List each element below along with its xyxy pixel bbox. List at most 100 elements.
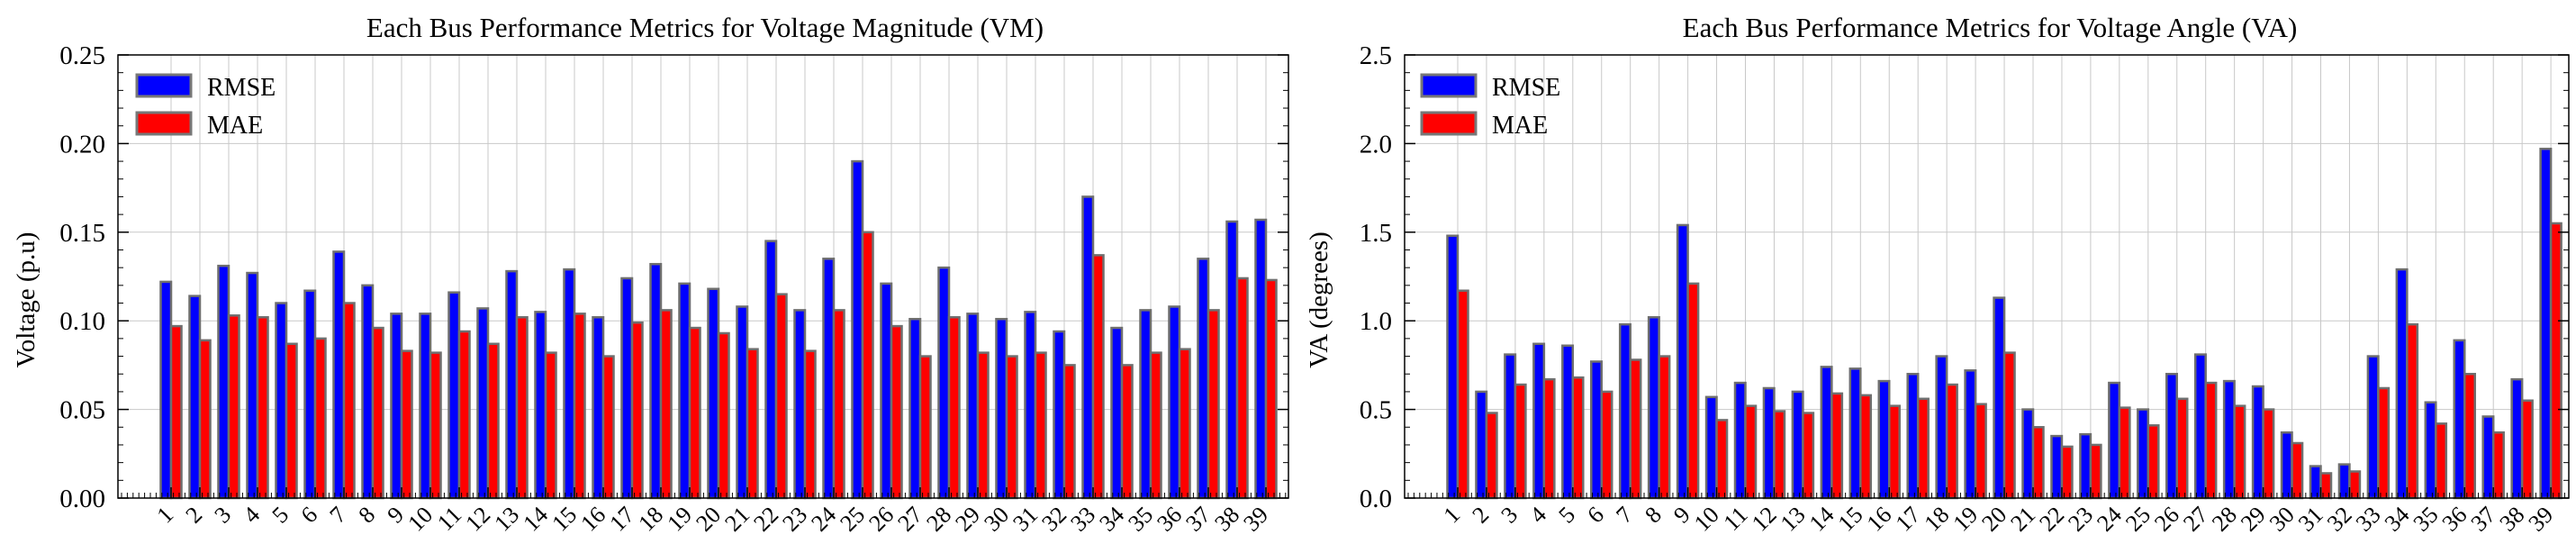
vm-bar-mae bbox=[947, 316, 961, 500]
va-bar-rmse bbox=[1561, 344, 1575, 500]
vm-bar-mae bbox=[1005, 355, 1018, 500]
va-bar-rmse bbox=[2050, 434, 2064, 500]
va-bar-rmse bbox=[2222, 379, 2236, 500]
va-bar-mae bbox=[2319, 472, 2333, 500]
va-bar-mae bbox=[2262, 408, 2275, 500]
vm-bar-mae bbox=[1091, 254, 1105, 500]
vm-bar-mae bbox=[1034, 351, 1047, 500]
va-bar-rmse bbox=[2395, 267, 2409, 500]
va-bar-rmse bbox=[1877, 379, 1891, 500]
vm-bar-rmse bbox=[1110, 326, 1124, 500]
va-chart-y-tick-labels: 0.0 0.5 1.0 1.5 2.0 2.5 bbox=[1360, 41, 1392, 513]
vm-bar-rmse bbox=[1053, 330, 1066, 500]
va-bar-mae bbox=[1744, 404, 1758, 500]
va-bar-mae bbox=[2175, 397, 2189, 500]
va-bar-mae bbox=[1916, 397, 1930, 500]
vm-bar-rmse bbox=[275, 302, 288, 500]
vm-bar-mae bbox=[976, 351, 990, 500]
va-bar-rmse bbox=[2079, 432, 2092, 500]
vm-bar-mae bbox=[342, 302, 356, 500]
va-bar-rmse bbox=[1676, 223, 1689, 500]
va-bar-mae bbox=[1802, 412, 1815, 500]
vm-chart-title: Each Bus Performance Metrics for Voltage… bbox=[366, 12, 1044, 43]
vm-chart-legend: RMSE MAE bbox=[135, 73, 276, 140]
va-bar-mae bbox=[2549, 222, 2562, 500]
va-bar-rmse bbox=[2539, 148, 2553, 500]
vm-bar-mae bbox=[1062, 364, 1076, 500]
vm-bar-mae bbox=[371, 326, 384, 500]
va-bar-mae bbox=[2031, 426, 2045, 500]
va-bar-mae bbox=[1629, 358, 1642, 500]
vm-bar-mae bbox=[486, 342, 500, 500]
va-bar-mae bbox=[1773, 410, 1786, 500]
vm-bar-mae bbox=[573, 313, 586, 500]
va-bar-mae bbox=[2060, 445, 2074, 500]
va-bar-rmse bbox=[1964, 369, 1977, 500]
vm-bar-rmse bbox=[937, 266, 951, 500]
vm-bar-rmse bbox=[419, 313, 432, 500]
vm-bar-rmse bbox=[246, 271, 259, 500]
vm-x-tick-label: 5 bbox=[267, 502, 294, 529]
vm-x-tick-label: 2 bbox=[181, 502, 208, 529]
va-x-tick-label: 5 bbox=[1553, 502, 1580, 529]
va-bar-rmse bbox=[2137, 408, 2150, 500]
va-y-tick-label: 0.5 bbox=[1360, 396, 1392, 425]
va-y-tick-label: 0.0 bbox=[1360, 485, 1392, 513]
vm-x-tick-label: 7 bbox=[325, 502, 352, 529]
vm-bar-mae bbox=[688, 326, 701, 500]
va-bar-rmse bbox=[1820, 366, 1833, 500]
va-bar-rmse bbox=[2108, 381, 2121, 500]
va-bar-rmse bbox=[1733, 381, 1747, 500]
va-bar-rmse bbox=[2424, 401, 2437, 500]
vm-bar-rmse bbox=[534, 311, 547, 500]
va-x-tick-label: 7 bbox=[1611, 502, 1638, 529]
va-legend-rmse-swatch bbox=[1420, 73, 1478, 98]
vm-bar-mae bbox=[285, 342, 298, 500]
va-bar-mae bbox=[2463, 372, 2476, 500]
vm-legend-rmse-label: RMSE bbox=[207, 74, 276, 102]
vm-bar-rmse bbox=[1225, 220, 1239, 500]
va-bar-mae bbox=[2233, 404, 2246, 500]
vm-bar-rmse bbox=[390, 313, 403, 500]
va-bar-mae bbox=[2406, 322, 2419, 500]
va-bar-mae bbox=[2435, 422, 2448, 500]
vm-bar-rmse bbox=[822, 258, 836, 500]
va-bar-rmse bbox=[1446, 234, 1460, 500]
va-bar-rmse bbox=[1704, 395, 1718, 500]
va-bar-rmse bbox=[2366, 355, 2380, 500]
va-bar-rmse bbox=[2021, 408, 2035, 500]
va-bar-rmse bbox=[2481, 415, 2495, 500]
vm-bar-mae bbox=[630, 321, 644, 500]
vm-chart: Each Bus Performance Metrics for Voltage… bbox=[12, 12, 1289, 537]
vm-x-tick-label: 4 bbox=[239, 502, 266, 529]
vm-y-tick-label: 0.15 bbox=[59, 219, 105, 248]
vm-bar-mae bbox=[1264, 278, 1278, 500]
va-bar-mae bbox=[2204, 381, 2218, 500]
vm-x-tick-label: 6 bbox=[296, 502, 323, 529]
va-bar-mae bbox=[1859, 394, 1873, 500]
vm-bar-mae bbox=[918, 355, 932, 500]
va-chart-frame bbox=[1404, 54, 2570, 499]
vm-bar-mae bbox=[227, 314, 240, 500]
vm-bar-mae bbox=[1235, 276, 1249, 500]
va-legend-mae-label: MAE bbox=[1492, 112, 1548, 140]
vm-bar-mae bbox=[515, 316, 529, 500]
va-bar-mae bbox=[2118, 406, 2131, 500]
va-x-tick-label: 6 bbox=[1582, 502, 1609, 529]
vm-bar-mae bbox=[169, 324, 183, 500]
va-bar-mae bbox=[2147, 424, 2160, 500]
va-bar-mae bbox=[1658, 355, 1671, 500]
va-bar-rmse bbox=[2251, 385, 2264, 500]
vm-x-tick-label: 1 bbox=[152, 502, 179, 529]
va-bar-rmse bbox=[1848, 367, 1862, 500]
va-bar-mae bbox=[1514, 383, 1527, 500]
vm-bar-rmse bbox=[649, 262, 663, 500]
vm-bar-mae bbox=[890, 324, 903, 500]
vm-bar-mae bbox=[803, 349, 817, 500]
va-bar-mae bbox=[1830, 392, 1844, 500]
vm-bar-rmse bbox=[966, 313, 980, 500]
vm-bar-mae bbox=[774, 293, 788, 500]
vm-bar-mae bbox=[313, 337, 327, 500]
vm-bar-rmse bbox=[303, 289, 317, 500]
va-chart-y-axis-label: VA (degrees) bbox=[1305, 231, 1333, 368]
